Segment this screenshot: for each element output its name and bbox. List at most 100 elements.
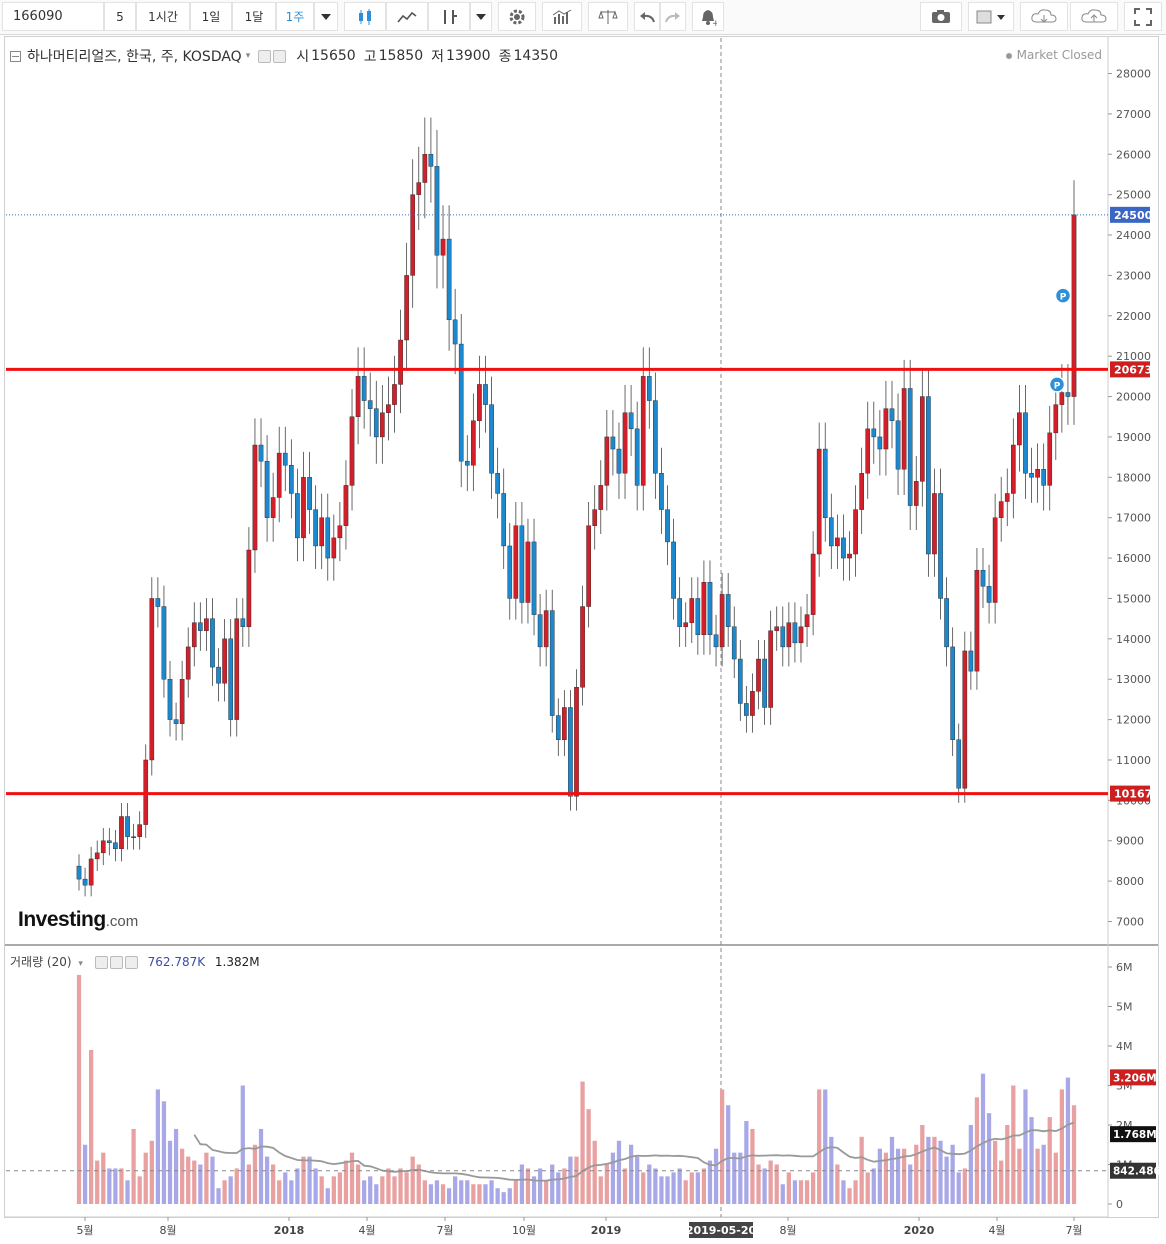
horizontal-line-value-box — [1110, 785, 1150, 802]
chevron-down-icon[interactable]: ▾ — [78, 959, 83, 969]
symbol-input[interactable]: 166090 — [2, 2, 104, 31]
volume-bar — [616, 1140, 622, 1204]
volume-bar — [173, 1128, 179, 1204]
candle-body — [331, 537, 337, 559]
color-picker-button[interactable] — [968, 2, 1014, 31]
candle-body — [859, 473, 864, 510]
cloud-upload-icon — [1081, 8, 1107, 22]
candle-body — [100, 840, 106, 854]
candle-body — [555, 715, 561, 740]
volume-bar — [901, 1148, 907, 1204]
interval-1h-button[interactable]: 1시간 — [136, 2, 190, 31]
volume-bar — [125, 1180, 130, 1204]
candle-body — [634, 428, 640, 486]
volume-bar — [76, 974, 82, 1204]
volume-value-label: 1.768M — [1113, 1129, 1157, 1141]
volume-bar — [313, 1168, 318, 1204]
settings-button[interactable] — [498, 2, 536, 31]
gear-icon[interactable] — [109, 956, 123, 969]
chevron-down-icon[interactable]: ▾ — [245, 51, 251, 61]
candle-body — [337, 525, 343, 539]
candle-body — [786, 622, 792, 648]
volume-bar — [374, 1184, 379, 1204]
volume-bar — [962, 1168, 967, 1204]
fullscreen-button[interactable] — [1124, 2, 1162, 31]
eye-icon[interactable] — [94, 956, 108, 969]
candle-body — [525, 541, 531, 603]
volume-bar — [513, 1180, 518, 1204]
candle-body — [131, 836, 136, 838]
volume-bar — [428, 1184, 434, 1204]
legend-title: 하나머티리얼즈, 한국, 주, KOSDAQ — [27, 49, 242, 65]
volume-bar — [349, 1152, 355, 1204]
price-tick-label: 23000 — [1116, 269, 1151, 282]
candlestick-button[interactable] — [344, 2, 386, 31]
candle-body — [319, 517, 325, 547]
volume-bar — [82, 1144, 88, 1204]
compare-button[interactable] — [588, 2, 628, 31]
candle-body — [1059, 392, 1065, 405]
interval-dropdown[interactable] — [314, 2, 338, 31]
candle-body — [198, 622, 203, 631]
chart-type-dropdown[interactable] — [470, 2, 492, 31]
candle-body — [264, 460, 270, 518]
volume-bar — [234, 1168, 239, 1204]
undo-button[interactable] — [634, 2, 660, 31]
volume-bar — [471, 1184, 476, 1204]
price-tick-label: 18000 — [1116, 471, 1151, 484]
line-chart-button[interactable] — [386, 2, 428, 31]
interval-5-button[interactable]: 5 — [104, 2, 136, 31]
interval-1mo-button[interactable]: 1달 — [232, 2, 276, 31]
candle-body — [295, 493, 300, 539]
volume-value-1: 762.787K — [147, 955, 206, 969]
candle-body — [744, 703, 749, 716]
volume-bar — [283, 1172, 288, 1204]
candle-body — [938, 493, 943, 599]
price-tick-label: 16000 — [1116, 552, 1151, 565]
candle-body — [222, 638, 227, 684]
volume-bar — [665, 1176, 670, 1204]
eye-icon[interactable] — [258, 49, 272, 63]
close-icon[interactable] — [124, 956, 138, 969]
volume-bar — [944, 1156, 949, 1204]
volume-bar — [847, 1188, 852, 1204]
volume-bar — [610, 1152, 616, 1204]
gear-icon[interactable] — [273, 49, 287, 63]
load-layout-button[interactable] — [1020, 2, 1068, 31]
chart-toolbar: 166090 5 1시간 1일 1달 1주 + — [0, 0, 1166, 35]
collapse-icon[interactable] — [10, 50, 21, 62]
candle-body — [240, 618, 246, 627]
candle-body — [841, 537, 846, 559]
volume-bar — [877, 1148, 882, 1204]
candle-body — [1035, 469, 1040, 478]
candle-body — [216, 666, 221, 684]
price-tick-label: 11000 — [1116, 754, 1151, 767]
candle-body — [422, 154, 428, 183]
candle-body — [713, 634, 719, 648]
candle-body — [416, 182, 422, 195]
save-layout-button[interactable] — [1070, 2, 1118, 31]
redo-button[interactable] — [660, 2, 686, 31]
interval-1d-button[interactable]: 1일 — [190, 2, 232, 31]
time-tick-label: 8월 — [779, 1224, 796, 1237]
screenshot-button[interactable] — [920, 2, 962, 31]
symbol-text: 166090 — [13, 9, 63, 24]
volume-bar — [562, 1168, 567, 1204]
candle-body — [968, 650, 974, 672]
bar-type-button[interactable] — [428, 2, 470, 31]
price-tick-label: 25000 — [1116, 189, 1151, 202]
candle-body — [246, 549, 252, 627]
price-legend: 하나머티리얼즈, 한국, 주, KOSDAQ ▾ 시 15650 고 15850 저… — [10, 46, 558, 66]
candle-body — [404, 275, 409, 341]
price-tick-label: 21000 — [1116, 350, 1151, 363]
low-label: 저 — [431, 49, 445, 65]
price-tick-label: 14000 — [1116, 633, 1151, 646]
price-tick-label: 8000 — [1116, 875, 1144, 888]
alert-button[interactable]: + — [692, 2, 724, 31]
candle-body — [950, 646, 955, 740]
interval-1w-button[interactable]: 1주 — [276, 2, 314, 31]
candle-body — [349, 416, 355, 486]
indicators-button[interactable] — [542, 2, 582, 31]
candle-body — [865, 428, 871, 474]
